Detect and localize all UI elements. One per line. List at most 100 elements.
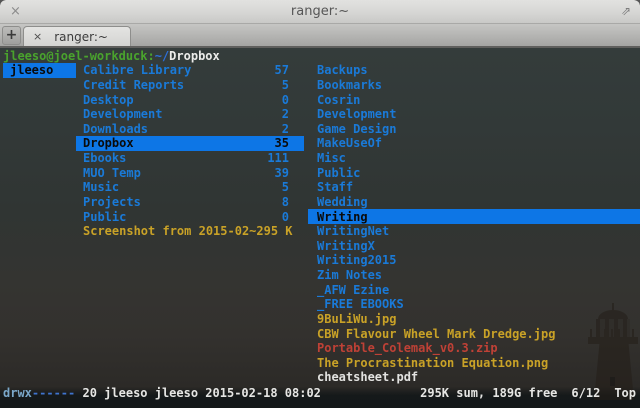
- file-details: 20 jleeso jleeso 2015-02-18 08:02: [75, 385, 321, 400]
- list-item[interactable]: cheatsheet.pdf: [308, 370, 640, 385]
- list-item[interactable]: MUO Temp 39: [76, 165, 304, 180]
- item-name: The Procrastination Equation.png: [317, 355, 549, 370]
- item-name: Writing2015: [317, 253, 397, 268]
- list-item[interactable]: WritingX: [308, 239, 640, 254]
- list-item[interactable]: Screenshot from 2015-02~ 295 K: [76, 224, 304, 239]
- item-name: Portable_Colemak_v0.3.zip: [317, 341, 498, 356]
- tab-ranger[interactable]: × ranger:~: [23, 26, 131, 46]
- item-count: 8: [281, 194, 289, 209]
- item-name: Development: [317, 107, 397, 122]
- item-name: Misc: [317, 151, 346, 166]
- item-name: Screenshot from 2015-02~: [83, 224, 257, 239]
- prompt-path-name: Dropbox: [169, 49, 220, 63]
- file-permission-dashes: ------: [31, 385, 76, 400]
- item-name: Ebooks: [83, 151, 127, 166]
- list-item[interactable]: Dropbox 35: [76, 136, 304, 151]
- item-count: 5: [281, 77, 289, 92]
- list-item[interactable]: Projects 8: [76, 195, 304, 210]
- item-name: WritingX: [317, 238, 375, 253]
- window-titlebar: × ranger:~ ⇗: [0, 0, 640, 24]
- list-item[interactable]: MakeUseOf: [308, 136, 640, 151]
- list-item[interactable]: Bookmarks: [308, 78, 640, 93]
- list-item[interactable]: _AFW Ezine: [308, 282, 640, 297]
- tab-strip: + × ranger:~: [0, 24, 640, 48]
- item-count: 5: [281, 180, 289, 195]
- item-count: 0: [281, 92, 289, 107]
- item-name: 9BuLiWu.jpg: [317, 311, 397, 326]
- list-item[interactable]: Writing: [308, 209, 640, 224]
- item-name: jleeso: [10, 63, 54, 78]
- prompt-user-host: jleeso@joel-workduck:: [3, 49, 155, 63]
- item-name: MakeUseOf: [317, 136, 383, 151]
- item-name: cheatsheet.pdf: [317, 370, 419, 385]
- list-item[interactable]: Backups: [308, 63, 640, 78]
- item-count: 0: [281, 209, 289, 224]
- list-item[interactable]: Misc: [308, 151, 640, 166]
- item-name: Music: [83, 180, 120, 195]
- list-item[interactable]: Staff: [308, 180, 640, 195]
- item-name: Bookmarks: [317, 77, 383, 92]
- directory-stats: 295K sum, 189G free 6/12 Top: [406, 386, 640, 400]
- item-name: Backups: [317, 63, 368, 78]
- list-item[interactable]: Music 5: [76, 180, 304, 195]
- item-count: 39: [274, 165, 289, 180]
- list-item[interactable]: Credit Reports 5: [76, 78, 304, 93]
- new-tab-button[interactable]: +: [2, 26, 21, 45]
- list-item[interactable]: Game Design: [308, 122, 640, 137]
- status-bar: drwx------ 20 jleeso jleeso 2015-02-18 0…: [0, 385, 640, 400]
- list-item[interactable]: Zim Notes: [308, 268, 640, 283]
- parent-directory-column: jleeso: [3, 63, 76, 78]
- scroll-indicator: Top: [614, 385, 636, 400]
- item-name: Projects: [83, 194, 141, 209]
- item-name: Development: [83, 107, 163, 122]
- item-name: Public: [83, 209, 127, 224]
- item-name: _FREE EBOOKS: [317, 297, 404, 312]
- list-item[interactable]: Wedding: [308, 195, 640, 210]
- item-name: Public: [317, 165, 361, 180]
- item-count: 57: [274, 63, 289, 78]
- list-item[interactable]: The Procrastination Equation.png: [308, 356, 640, 371]
- list-item[interactable]: CBW Flavour Wheel Mark Dredge.jpg: [308, 326, 640, 341]
- preview-column: Backups Bookmarks Cosrin Development Game De…: [308, 63, 640, 385]
- list-item[interactable]: Downloads 2: [76, 122, 304, 137]
- item-name: Credit Reports: [83, 77, 185, 92]
- list-item[interactable]: Public 0: [76, 209, 304, 224]
- position-indicator: 6/12: [571, 385, 601, 400]
- window-resize-icon[interactable]: ⇗: [620, 4, 631, 18]
- list-item[interactable]: jleeso: [3, 63, 76, 78]
- list-item[interactable]: Cosrin: [308, 92, 640, 107]
- list-item[interactable]: Desktop 0: [76, 92, 304, 107]
- item-name: Wedding: [317, 194, 368, 209]
- list-item[interactable]: Public: [308, 165, 640, 180]
- list-item[interactable]: Development 2: [76, 107, 304, 122]
- prompt-path: jleeso@joel-workduck:~/Dropbox: [3, 49, 220, 63]
- item-name: CBW Flavour Wheel Mark Dredge.jpg: [317, 326, 556, 341]
- list-item[interactable]: Portable_Colemak_v0.3.zip: [308, 341, 640, 356]
- item-name: Staff: [317, 180, 354, 195]
- item-count: 35: [274, 136, 289, 151]
- item-count: 2: [281, 107, 289, 122]
- tab-close-icon[interactable]: ×: [33, 30, 43, 43]
- item-name: Cosrin: [317, 92, 361, 107]
- list-item[interactable]: Calibre Library 57: [76, 63, 304, 78]
- prompt-path-prefix: ~/: [154, 49, 170, 63]
- list-item[interactable]: Development: [308, 107, 640, 122]
- window-title: ranger:~: [290, 4, 350, 19]
- item-name: Desktop: [83, 92, 134, 107]
- tab-title: ranger:~: [54, 29, 108, 44]
- item-name: MUO Temp: [83, 165, 141, 180]
- item-count: 295 K: [256, 224, 293, 239]
- file-permissions: drwx: [3, 385, 32, 400]
- item-name: Dropbox: [83, 136, 134, 151]
- window-close-icon[interactable]: ×: [10, 4, 21, 19]
- file-info: drwx------ 20 jleeso jleeso 2015-02-18 0…: [0, 386, 406, 400]
- list-item[interactable]: Writing2015: [308, 253, 640, 268]
- item-name: Writing: [317, 209, 368, 224]
- list-item[interactable]: Ebooks 111: [76, 151, 304, 166]
- list-item[interactable]: WritingNet: [308, 224, 640, 239]
- current-directory-column: Calibre Library 57 Credit Reports 5 Desktop 0…: [76, 63, 304, 239]
- list-item[interactable]: 9BuLiWu.jpg: [308, 312, 640, 327]
- item-name: Calibre Library: [83, 63, 192, 78]
- list-item[interactable]: _FREE EBOOKS: [308, 297, 640, 312]
